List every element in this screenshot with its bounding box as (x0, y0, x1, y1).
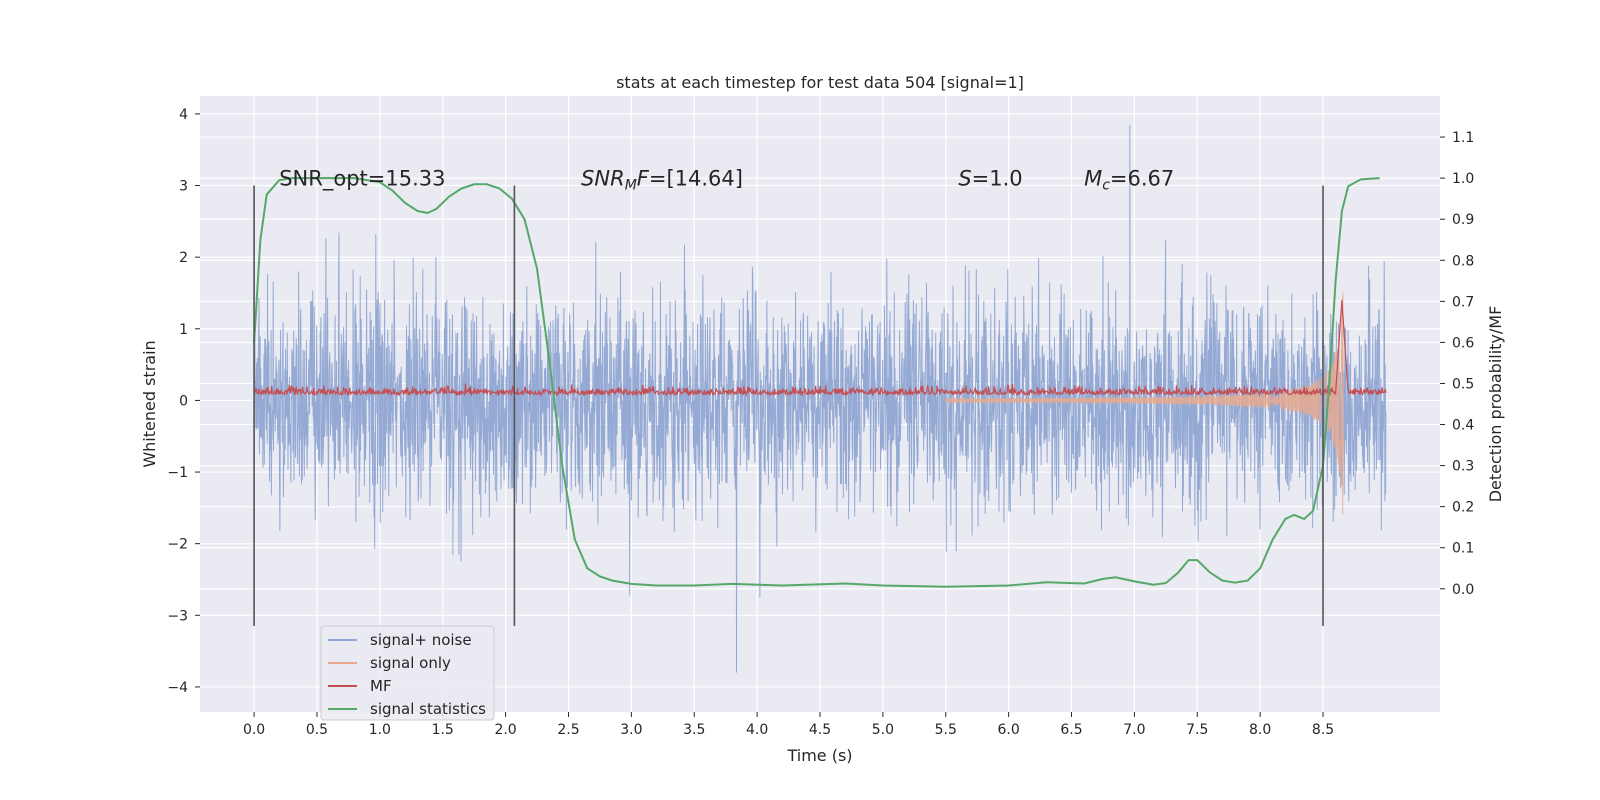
ticks: 0.0 0.5 1.0 1.5 2.0 2.5 3.0 3.5 4.0 4.5 5.0 5.5 6.0 6… (167, 107, 1474, 738)
x-tick-label: 6.5 (1060, 722, 1082, 738)
x-tick-label: 4.5 (809, 722, 831, 738)
legend: signal+ noise signal only MF signal stat… (320, 625, 495, 721)
x-tick-label: 4.0 (746, 722, 768, 738)
chart-title: stats at each timestep for test data 504… (616, 73, 1024, 92)
legend-label-signal-only: signal only (370, 654, 451, 672)
series-mf (253, 300, 1387, 397)
x-tick-label: 7.0 (1123, 722, 1145, 738)
legend-label-signal-noise: signal+ noise (370, 631, 472, 649)
y-right-tick-label: 0.7 (1452, 294, 1474, 310)
annotation: SNR_opt=15.33 (279, 167, 445, 192)
x-tick-label: 3.0 (620, 722, 642, 738)
vertical-markers (253, 185, 1324, 627)
y-right-tick-label: 0.1 (1452, 541, 1474, 557)
x-tick-label: 2.5 (557, 722, 579, 738)
y-right-tick-label: 0.8 (1452, 253, 1474, 269)
y-tick-label: −1 (167, 465, 188, 481)
x-tick-label: 1.0 (369, 722, 391, 738)
y-right-tick-label: 1.1 (1452, 130, 1474, 146)
series-signal-statistics (253, 177, 1380, 588)
y-tick-label: −3 (167, 608, 188, 624)
x-tick-label: 0.5 (306, 722, 328, 738)
y-tick-label: −2 (167, 537, 188, 553)
y-axis-label: Whitened strain (140, 340, 159, 467)
y-tick-label: 1 (179, 322, 188, 338)
x-tick-label: 7.5 (1186, 722, 1208, 738)
annotation: Mc=6.67 (1084, 167, 1174, 194)
x-tick-label: 5.0 (872, 722, 894, 738)
annotation: S=1.0 (958, 167, 1022, 191)
data-series (253, 124, 1387, 673)
x-tick-label: 5.5 (935, 722, 957, 738)
series-signal-only (945, 292, 1344, 515)
x-tick-label: 8.5 (1312, 722, 1334, 738)
x-tick-label: 6.0 (998, 722, 1020, 738)
y-right-tick-label: 0.0 (1452, 582, 1474, 598)
y-right-tick-label: 1.0 (1452, 171, 1474, 187)
x-tick-label: 3.5 (683, 722, 705, 738)
x-tick-label: 2.0 (494, 722, 516, 738)
legend-box (320, 625, 495, 721)
x-tick-label: 0.0 (243, 722, 265, 738)
y-tick-label: 3 (179, 179, 188, 195)
y-right-tick-label: 0.6 (1452, 335, 1474, 351)
y-tick-label: 2 (179, 250, 188, 266)
legend-label-mf: MF (370, 677, 392, 695)
x-axis-label: Time (s) (786, 746, 852, 765)
y-axis-right-label: Detection probability/MF (1486, 306, 1505, 503)
series-signal-noise (253, 124, 1387, 673)
x-tick-label: 8.0 (1249, 722, 1271, 738)
y-right-tick-label: 0.5 (1452, 376, 1474, 392)
y-tick-label: −4 (167, 680, 188, 696)
x-tick-label: 1.5 (432, 722, 454, 738)
legend-label-signal-statistics: signal statistics (370, 700, 486, 718)
y-tick-label: 0 (179, 393, 188, 409)
y-right-tick-label: 0.2 (1452, 500, 1474, 516)
y-tick-label: 4 (179, 107, 188, 123)
y-right-tick-label: 0.3 (1452, 459, 1474, 475)
annotations: SNR_opt=15.33 SNRMF=[14.64] S=1.0 Mc=6.67 (279, 167, 1174, 194)
y-right-tick-label: 0.4 (1452, 418, 1474, 434)
annotation: SNRMF=[14.64] (581, 167, 743, 194)
y-right-tick-label: 0.9 (1452, 212, 1474, 228)
